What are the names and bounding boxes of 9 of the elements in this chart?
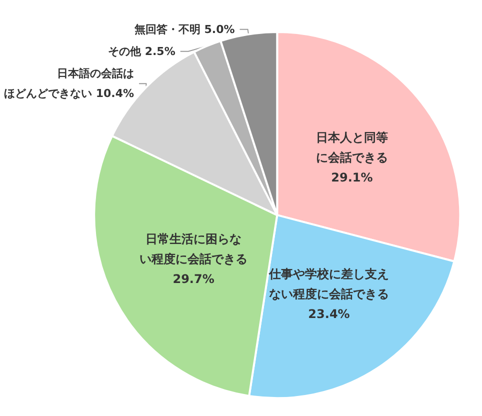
slice-label: その他 2.5% — [108, 44, 176, 58]
slice-label: 日本人と同等に会話できる — [316, 130, 388, 164]
slice-label: 無回答・不明 5.0% — [133, 22, 235, 36]
slice-label: 日常生活に困らない程度に会話できる — [140, 232, 248, 266]
slice-label: 日本語の会話はほどんどできない 10.4% — [4, 67, 134, 100]
data-label: 23.4% — [308, 307, 350, 322]
slice-label: 仕事や学校に差し支えない程度に会話できる — [268, 267, 389, 302]
data-label: 29.7% — [172, 272, 214, 286]
data-label: 29.1% — [331, 170, 373, 184]
